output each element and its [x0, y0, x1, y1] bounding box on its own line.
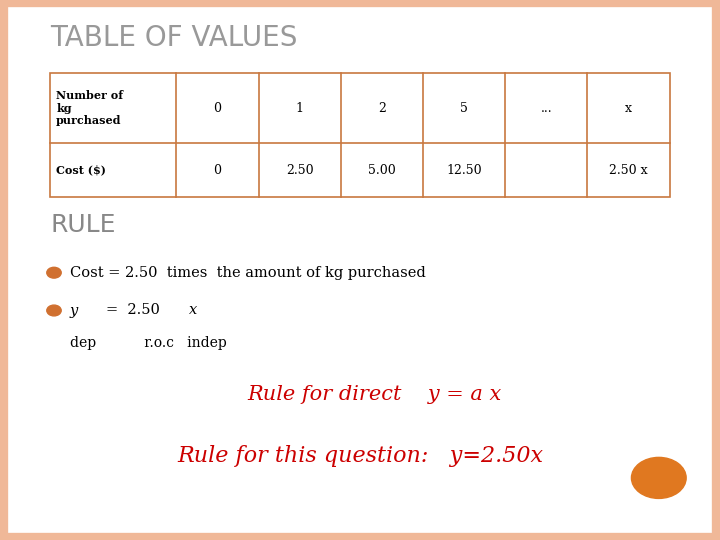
- Text: x: x: [189, 303, 197, 318]
- Text: x: x: [625, 102, 632, 114]
- Text: 2: 2: [378, 102, 386, 114]
- Text: RULE: RULE: [50, 213, 116, 237]
- Text: Number of
kg
purchased: Number of kg purchased: [56, 90, 123, 126]
- Text: 1: 1: [296, 102, 304, 114]
- Text: =  2.50: = 2.50: [106, 303, 169, 318]
- Text: y: y: [70, 303, 78, 318]
- Text: Cost = 2.50  times  the amount of kg purchased: Cost = 2.50 times the amount of kg purch…: [70, 266, 426, 280]
- Text: 2.50 x: 2.50 x: [609, 164, 648, 177]
- FancyBboxPatch shape: [4, 3, 716, 537]
- Circle shape: [631, 457, 686, 498]
- Text: dep           r.o.c   indep: dep r.o.c indep: [70, 336, 227, 350]
- Text: ...: ...: [541, 102, 552, 114]
- Text: Cost ($): Cost ($): [56, 165, 106, 176]
- Circle shape: [47, 305, 61, 316]
- Text: Rule for this question:   y=2.50x: Rule for this question: y=2.50x: [177, 446, 543, 467]
- Text: 5.00: 5.00: [368, 164, 396, 177]
- Text: 0: 0: [214, 164, 222, 177]
- Text: 5: 5: [460, 102, 468, 114]
- Text: 0: 0: [214, 102, 222, 114]
- Circle shape: [47, 267, 61, 278]
- Text: Rule for direct    y = a x: Rule for direct y = a x: [247, 384, 502, 404]
- Text: 12.50: 12.50: [446, 164, 482, 177]
- Text: TABLE OF VALUES: TABLE OF VALUES: [50, 24, 298, 52]
- Bar: [50, 73, 670, 197]
- Text: 2.50: 2.50: [286, 164, 313, 177]
